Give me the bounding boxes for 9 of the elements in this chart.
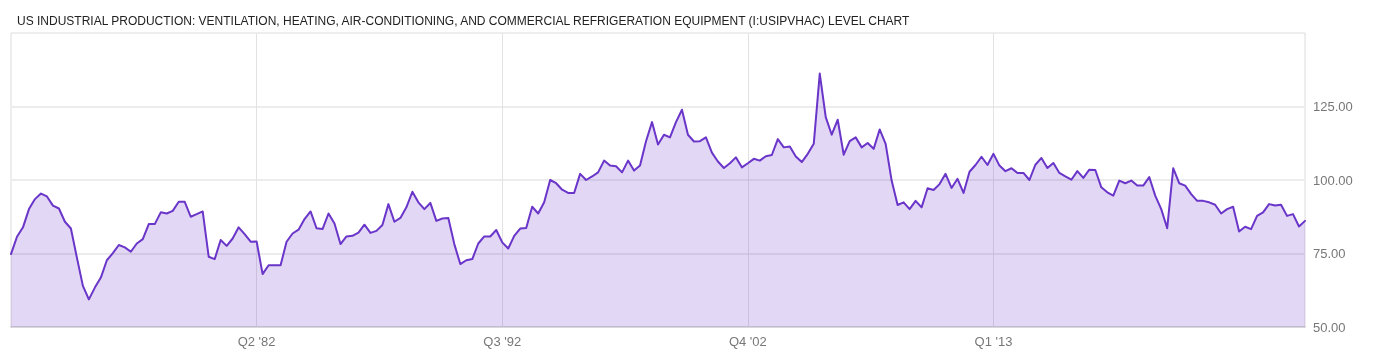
x-tick-label: Q1 '13	[974, 334, 1013, 349]
y-tick-label: 125.00	[1313, 99, 1353, 114]
x-tick-label: Q3 '92	[483, 334, 522, 349]
y-tick-label: 100.00	[1313, 172, 1353, 188]
y-tick-label: 75.00	[1313, 246, 1346, 261]
y-tick-label: 50.00	[1313, 319, 1346, 335]
x-tick-label: Q4 '02	[728, 334, 767, 349]
x-tick-label: Q2 '82	[237, 334, 276, 349]
chart-title: US INDUSTRIAL PRODUCTION: VENTILATION, HEATING, AIR-CONDITIONING, AND COMMERCIAL REFRIGERATION EQUIPMENT (I:USIPVHAC) LEVEL CHART	[17, 14, 910, 28]
